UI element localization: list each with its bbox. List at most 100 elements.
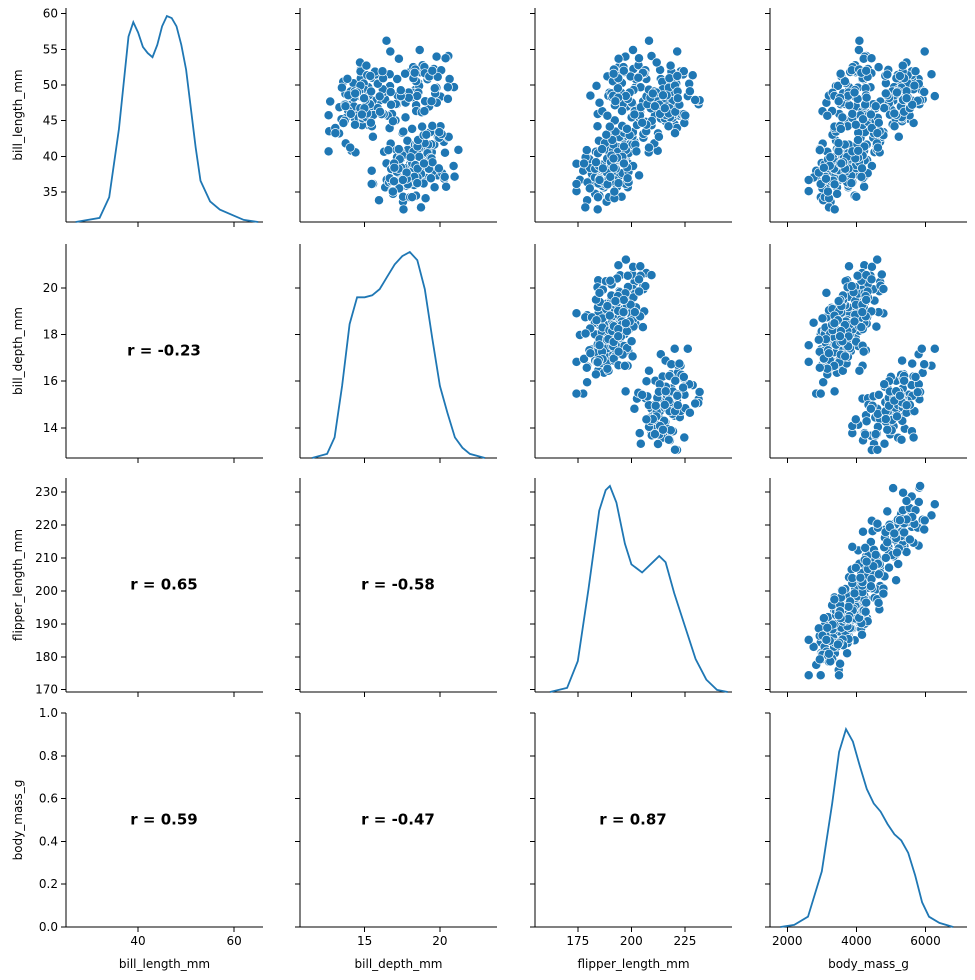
scatter-point: [653, 131, 664, 142]
scatter-point: [907, 99, 918, 110]
scatter-point: [375, 106, 385, 117]
scatter-point: [926, 69, 937, 80]
scatter-point: [613, 331, 624, 342]
scatter-point: [880, 88, 891, 99]
scatter-point: [843, 601, 854, 612]
scatter-point: [880, 414, 891, 425]
panel-flipper_length_mm-vs-body_mass_g: [765, 478, 967, 697]
scatter-point: [833, 296, 844, 307]
scatter-point: [884, 562, 894, 573]
scatter-point: [381, 35, 392, 46]
x-tick-label: 225: [673, 934, 696, 948]
scatter-point: [670, 375, 681, 386]
scatter-point: [684, 86, 695, 97]
scatter-point: [356, 109, 367, 120]
y-tick-label: 35: [43, 185, 58, 199]
scatter-point: [870, 429, 881, 440]
scatter-point: [610, 96, 621, 107]
scatter-point: [818, 162, 829, 173]
scatter-point: [383, 145, 394, 156]
scatter-point: [833, 96, 844, 107]
y-tick-label: 18: [43, 328, 58, 342]
scatter-point: [822, 186, 833, 197]
scatter-point: [866, 53, 877, 64]
scatter-point: [814, 362, 825, 373]
scatter-point: [829, 204, 840, 215]
scatter-point: [808, 317, 819, 328]
scatter-point: [658, 424, 668, 435]
scatter-point: [610, 296, 621, 307]
scatter-point: [336, 82, 347, 93]
scatter-point: [897, 60, 908, 71]
scatter-point: [878, 284, 889, 294]
scatter-point: [627, 351, 638, 362]
scatter-point: [585, 90, 596, 101]
scatter-point: [601, 129, 612, 140]
scatter-point: [823, 348, 834, 359]
scatter-point: [829, 594, 840, 605]
scatter-point: [822, 622, 833, 633]
scatter-point: [374, 195, 384, 206]
scatter-point: [818, 613, 829, 624]
scatter-point: [669, 343, 680, 354]
scatter-point: [647, 88, 658, 99]
scatter-point: [682, 343, 693, 354]
scatter-point: [580, 202, 591, 213]
scatter-point: [602, 110, 613, 121]
scatter-point: [597, 144, 608, 155]
scatter-point: [899, 375, 910, 386]
scatter-point: [594, 175, 605, 185]
scatter-point: [904, 534, 915, 545]
scatter-point: [653, 439, 663, 449]
scatter-point: [879, 379, 890, 390]
scatter-point: [417, 121, 428, 132]
kde-curve-bill_depth_mm: [311, 250, 486, 459]
scatter-point: [870, 549, 881, 560]
x-tick-label: 2000: [772, 934, 803, 948]
scatter-point: [803, 356, 814, 367]
scatter-point: [392, 74, 403, 84]
scatter-point: [421, 129, 432, 140]
scatter-point: [835, 658, 846, 669]
scatter-point: [594, 340, 605, 351]
scatter-point: [672, 400, 683, 411]
scatter-point: [865, 403, 876, 414]
scatter-point: [839, 76, 850, 87]
scatter-point: [407, 123, 418, 134]
scatter-point: [860, 606, 871, 617]
scatter-point: [835, 68, 846, 79]
scatter-point: [419, 158, 429, 169]
scatter-point: [694, 387, 705, 397]
scatter-point: [644, 365, 654, 376]
scatter-point: [442, 93, 453, 104]
scatter-point: [818, 377, 829, 388]
scatter-point: [897, 355, 908, 366]
scatter-point: [608, 68, 619, 79]
scatter-point: [929, 343, 940, 354]
x-axis-label-body_mass_g: body_mass_g: [828, 957, 909, 971]
scatter-point: [444, 74, 455, 84]
scatter-point: [873, 569, 884, 580]
scatter-point: [366, 165, 377, 176]
scatter-point: [823, 648, 834, 659]
y-tick-label: 55: [43, 42, 58, 56]
scatter-point: [629, 109, 640, 120]
scatter-point: [832, 80, 843, 91]
panel-body_mass_g-vs-body_mass_g: 2000 4000 6000: [765, 712, 967, 948]
scatter-point: [865, 581, 876, 592]
scatter-point: [892, 411, 902, 422]
scatter-point: [590, 369, 601, 380]
scatter-point: [592, 204, 603, 215]
y-tick-label: 0.6: [39, 792, 58, 806]
scatter-point: [690, 398, 701, 409]
scatter-point: [866, 274, 877, 285]
scatter-point: [400, 68, 411, 79]
scatter-point: [861, 597, 872, 608]
correlation-label: r = -0.23: [127, 342, 201, 360]
scatter-point: [901, 496, 912, 506]
scatter-point: [803, 340, 814, 351]
scatter-point: [901, 93, 912, 104]
scatter-point: [374, 91, 385, 102]
scatter-point: [425, 173, 436, 184]
scatter-point: [388, 116, 398, 127]
